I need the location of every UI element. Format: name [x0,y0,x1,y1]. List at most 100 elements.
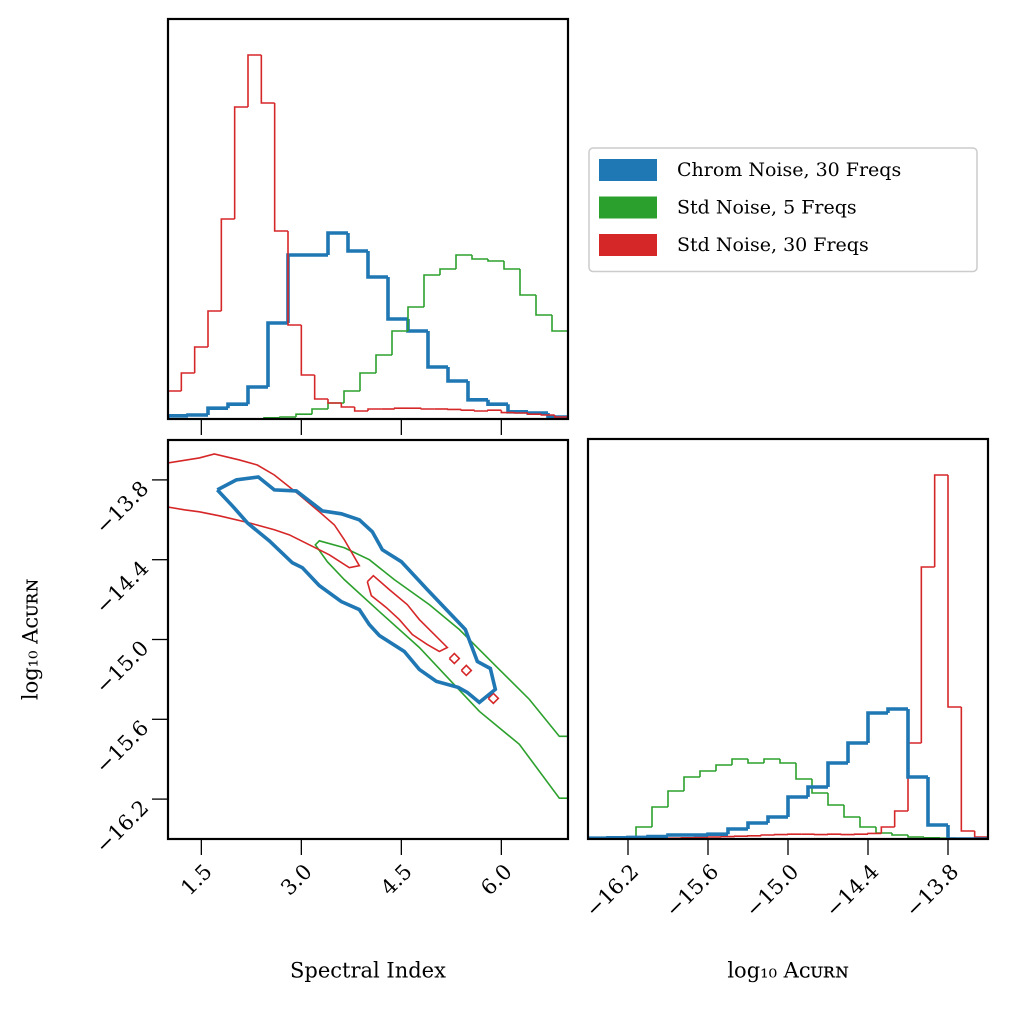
histogram-bin [286,253,308,323]
histogram-bin [683,776,700,791]
histogram-bin [715,764,732,771]
histogram-bin [960,707,975,832]
legend-label: Std Noise, 30 Freqs [677,234,869,256]
histogram-bin [646,834,668,839]
x-axis-label: Spectral Index [290,959,446,983]
histogram-bin [367,408,382,411]
histogram-bin [346,233,368,253]
histogram-bin [553,415,568,419]
histogram-bin [273,103,288,232]
histogram-bin [827,793,844,806]
histogram-bin [795,763,812,780]
histogram-bin [486,399,508,406]
histogram-bin [635,826,652,839]
histogram-bin [487,409,502,411]
histogram-bin [763,758,780,763]
histogram-bin [907,835,924,838]
histogram-bin [391,330,408,355]
legend-box [588,147,978,273]
histogram-bin [168,390,182,419]
histogram-bin [920,566,935,743]
histogram-bin [233,106,248,219]
histogram-bin [407,306,424,331]
histogram-bin [826,761,848,787]
histogram-bin [247,54,262,107]
histogram-bin [779,759,796,764]
histogram-bin [313,375,328,400]
histogram-bin [471,255,488,260]
histogram-bin [519,269,536,296]
histogram-bin [260,55,275,104]
contour-line [314,539,568,799]
histogram-bin [506,404,528,414]
histogram-bin [893,810,908,827]
histogram-bin [295,413,312,417]
histogram-bin [867,832,882,835]
contour-line [168,453,500,705]
y-tick-label: −16.2 [91,796,153,858]
histogram-bin [326,231,348,255]
histogram-bin [811,779,828,794]
plot-frame [586,437,990,841]
histogram-bin [473,410,488,412]
histogram-bin [359,372,376,391]
histogram-bin [875,827,892,834]
histogram-bin [466,381,488,402]
histogram-bin [527,413,542,415]
legend-swatch [599,159,657,181]
histogram-bin [455,254,472,269]
plot-frame [166,438,570,841]
y-axis-label: log₁₀ Aᴄᴜʀɴ [19,578,43,700]
histogram-bin [947,475,962,708]
x-tick-label: −16.2 [581,859,643,921]
histogram-bin [843,805,860,818]
histogram-bin [747,759,764,764]
x-tick-label: −14.4 [821,859,883,921]
x-tick-label: 1.5 [176,859,217,900]
y-tick-label: −15.6 [91,716,153,778]
histogram-bin [651,806,668,827]
histogram-bin [846,741,868,763]
histogram-bin [666,833,688,837]
histogram-bin [266,321,288,387]
histogram-bin [731,758,748,765]
y-tick-label: −13.8 [91,476,153,538]
histogram-bin [393,407,408,409]
histogram-bin [206,406,228,415]
contour-line [216,475,498,705]
histogram-bin [503,261,520,270]
x-tick-label: −15.0 [741,859,803,921]
histogram-bin [226,402,248,409]
histogram-bin [500,410,515,414]
histogram-bin [786,795,808,817]
histogram-bin [866,711,888,743]
histogram-bin [460,409,475,411]
histogram-bin [880,826,895,834]
histogram-bin [426,331,448,369]
histogram-bin [973,831,988,839]
histogram-bin [180,372,195,391]
plot-frame [166,17,570,421]
y-tick-label: −15.0 [91,636,153,698]
histogram-bin [760,834,775,836]
x-axis-label: log₁₀ Aᴄᴜʀɴ [727,959,849,983]
x-tick-label: −13.8 [901,859,963,921]
histogram-bin [168,414,188,419]
histogram-bin [340,403,355,408]
histogram-bin [406,319,428,333]
histogram-bin [311,408,328,415]
histogram-bin [375,354,392,373]
histogram-bin [439,268,456,275]
histogram-bin [366,251,388,279]
histogram-bin [699,770,716,777]
histogram-bin [933,474,948,567]
histogram-bin [766,815,788,823]
histogram-bin [279,416,296,418]
histogram-bin [726,827,748,835]
x-tick-label: 3.0 [276,859,317,900]
histogram-bin [859,817,876,828]
histogram-bin [287,231,302,326]
legend-swatch [599,234,657,256]
